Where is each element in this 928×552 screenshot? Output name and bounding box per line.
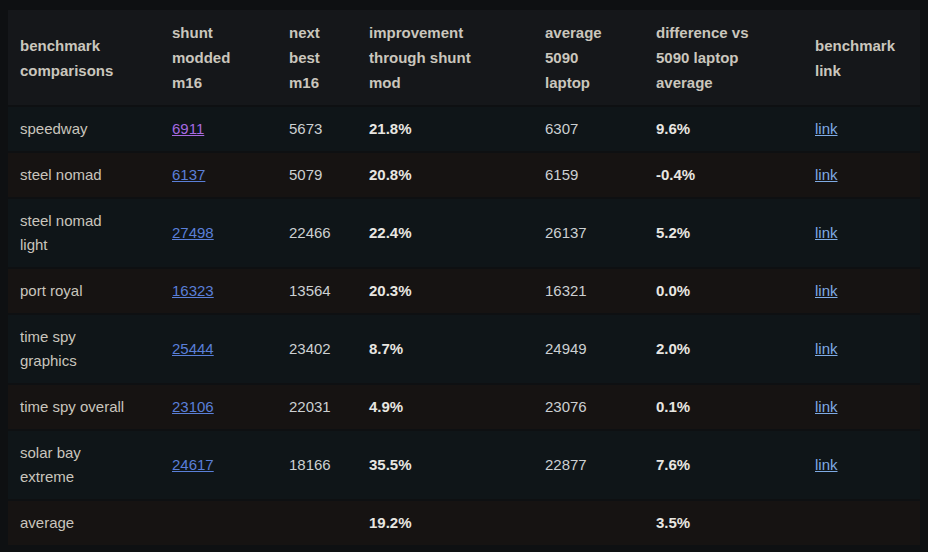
- improvement-value: 20.3%: [357, 269, 533, 313]
- row-steel-nomad: steel nomad 6137 5079 20.8% 6159 -0.4% l…: [8, 153, 920, 197]
- shunt-score-link[interactable]: 6911: [172, 120, 204, 137]
- difference-value: 3.5%: [644, 501, 803, 545]
- page: benchmark comparisons shunt modded m16 n…: [0, 0, 928, 547]
- benchmark-name: steel nomad: [8, 153, 160, 197]
- column-header-difference-vs-5090: difference vs 5090 laptop average: [644, 10, 803, 105]
- benchmark-link-empty: [803, 501, 920, 545]
- benchmark-name: speedway: [8, 107, 160, 151]
- column-header-next-best-m16: next best m16: [277, 10, 357, 105]
- benchmark-name: time spy graphics: [8, 315, 160, 383]
- improvement-value: 8.7%: [357, 315, 533, 383]
- average-5090-value: 23076: [533, 385, 644, 429]
- improvement-value: 35.5%: [357, 431, 533, 499]
- row-solar-bay-extreme: solar bay extreme 24617 18166 35.5% 2287…: [8, 431, 920, 499]
- improvement-value: 20.8%: [357, 153, 533, 197]
- difference-value: 5.2%: [644, 199, 803, 267]
- shunt-score-link[interactable]: 24617: [172, 456, 214, 473]
- next-best-value: 22466: [277, 199, 357, 267]
- difference-value: 9.6%: [644, 107, 803, 151]
- improvement-value: 4.9%: [357, 385, 533, 429]
- average-5090-value: 24949: [533, 315, 644, 383]
- next-best-value: 13564: [277, 269, 357, 313]
- average-5090-value: 6307: [533, 107, 644, 151]
- benchmark-link[interactable]: link: [815, 224, 838, 241]
- difference-value: 0.0%: [644, 269, 803, 313]
- next-best-value: 23402: [277, 315, 357, 383]
- difference-value: 0.1%: [644, 385, 803, 429]
- header-row: benchmark comparisons shunt modded m16 n…: [8, 10, 920, 105]
- row-speedway: speedway 6911 5673 21.8% 6307 9.6% link: [8, 107, 920, 151]
- column-header-benchmark-link: benchmark link: [803, 10, 920, 105]
- row-time-spy-overall: time spy overall 23106 22031 4.9% 23076 …: [8, 385, 920, 429]
- benchmark-link[interactable]: link: [815, 166, 838, 183]
- average-5090-value: 6159: [533, 153, 644, 197]
- next-best-value: 5079: [277, 153, 357, 197]
- benchmark-name: solar bay extreme: [8, 431, 160, 499]
- benchmark-table: benchmark comparisons shunt modded m16 n…: [8, 8, 920, 547]
- benchmark-name: time spy overall: [8, 385, 160, 429]
- column-header-benchmark-comparisons: benchmark comparisons: [8, 10, 160, 105]
- benchmark-link[interactable]: link: [815, 456, 838, 473]
- row-port-royal: port royal 16323 13564 20.3% 16321 0.0% …: [8, 269, 920, 313]
- benchmark-name: port royal: [8, 269, 160, 313]
- column-header-average-5090-laptop: average 5090 laptop: [533, 10, 644, 105]
- improvement-value: 22.4%: [357, 199, 533, 267]
- shunt-score-link[interactable]: 25444: [172, 340, 214, 357]
- shunt-score-link[interactable]: 16323: [172, 282, 214, 299]
- difference-value: -0.4%: [644, 153, 803, 197]
- benchmark-link[interactable]: link: [815, 282, 838, 299]
- difference-value: 7.6%: [644, 431, 803, 499]
- row-time-spy-graphics: time spy graphics 25444 23402 8.7% 24949…: [8, 315, 920, 383]
- shunt-score-link[interactable]: 6137: [172, 166, 205, 183]
- benchmark-link[interactable]: link: [815, 120, 838, 137]
- next-best-value: [277, 501, 357, 545]
- next-best-value: 22031: [277, 385, 357, 429]
- difference-value: 2.0%: [644, 315, 803, 383]
- column-header-improvement: improvement through shunt mod: [357, 10, 533, 105]
- average-5090-value: [533, 501, 644, 545]
- benchmark-name: average: [8, 501, 160, 545]
- row-average: average 19.2% 3.5%: [8, 501, 920, 545]
- benchmark-name: steel nomad light: [8, 199, 160, 267]
- shunt-score-empty: [160, 501, 277, 545]
- shunt-score-link[interactable]: 27498: [172, 224, 214, 241]
- next-best-value: 5673: [277, 107, 357, 151]
- next-best-value: 18166: [277, 431, 357, 499]
- shunt-score-link[interactable]: 23106: [172, 398, 214, 415]
- benchmark-link[interactable]: link: [815, 398, 838, 415]
- average-5090-value: 26137: [533, 199, 644, 267]
- average-5090-value: 22877: [533, 431, 644, 499]
- improvement-value: 19.2%: [357, 501, 533, 545]
- improvement-value: 21.8%: [357, 107, 533, 151]
- row-steel-nomad-light: steel nomad light 27498 22466 22.4% 2613…: [8, 199, 920, 267]
- column-header-shunt-modded-m16: shunt modded m16: [160, 10, 277, 105]
- benchmark-link[interactable]: link: [815, 340, 838, 357]
- average-5090-value: 16321: [533, 269, 644, 313]
